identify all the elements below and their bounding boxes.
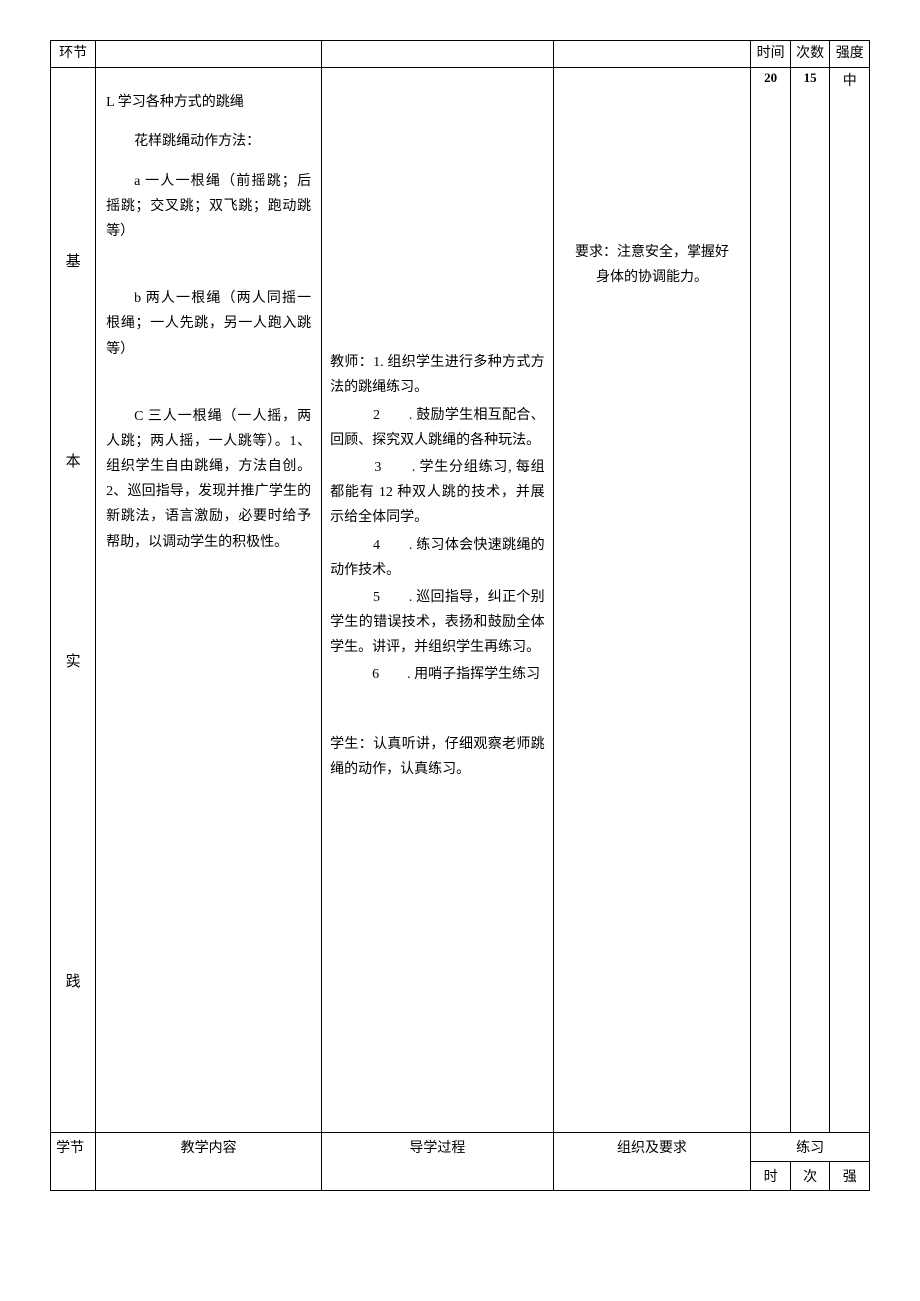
section-label-cell: 基 本 实 践 — [51, 68, 96, 1133]
process-student: 学生：认真听讲，仔细观察老师跳绳的动作，认真练习。 — [330, 732, 545, 782]
content-para-b: b 两人一根绳（两人同摇一根绳；一人先跳，另一人跑入跳等） — [106, 286, 311, 362]
header-org-empty — [553, 41, 751, 68]
footer-intensity: 强 — [830, 1162, 870, 1191]
section-char-2: 本 — [66, 450, 81, 471]
footer-org: 组织及要求 — [553, 1133, 751, 1191]
process-cell: 教师：1. 组织学生进行多种方式方法的跳绳练习。 2 . 鼓励学生相互配合、回顾… — [322, 68, 554, 1133]
section-char-3: 实 — [66, 650, 81, 671]
section-char-1: 基 — [66, 250, 81, 271]
header-content-empty — [96, 41, 322, 68]
content-cell: L 学习各种方式的跳绳 花样跳绳动作方法： a 一人一根绳（前摇跳；后摇跳；交叉… — [96, 68, 322, 1133]
value-intensity: 中 — [843, 74, 857, 89]
org-line-2: 身体的协调能力。 — [564, 265, 741, 290]
footer-content: 教学内容 — [96, 1133, 322, 1191]
header-section: 环节 — [51, 41, 96, 68]
org-line-1: 要求：注意安全，掌握好 — [564, 240, 741, 265]
process-item-4: 4 . 练习体会快速跳绳的动作技术。 — [330, 533, 545, 583]
process-item-5: 5 . 巡回指导，纠正个别学生的错误技术，表扬和鼓励全体学生。讲评，并组织学生再… — [330, 585, 545, 661]
header-intensity: 强度 — [830, 41, 870, 68]
header-process-empty — [322, 41, 554, 68]
footer-process: 导学过程 — [322, 1133, 554, 1191]
process-item-6: 6 . 用哨子指挥学生练习 — [330, 662, 545, 687]
content-para-a: a 一人一根绳（前摇跳；后摇跳；交叉跳；双飞跳；跑动跳等） — [106, 169, 311, 245]
value-time-cell: 20 — [751, 68, 791, 1133]
process-item-2: 2 . 鼓励学生相互配合、回顾、探究双人跳绳的各种玩法。 — [330, 403, 545, 453]
content-title: L 学习各种方式的跳绳 — [106, 90, 311, 115]
footer-time: 时 — [751, 1162, 791, 1191]
process-item-3: 3 . 学生分组练习, 每组都能有 12 种双人跳的技术，并展示给全体同学。 — [330, 455, 545, 531]
value-time: 20 — [764, 70, 777, 85]
value-count: 15 — [804, 70, 817, 85]
content-subtitle: 花样跳绳动作方法： — [106, 129, 311, 154]
main-row: 基 本 实 践 L 学习各种方式的跳绳 花样跳绳动作方法： a 一人一根绳（前摇… — [51, 68, 870, 1133]
header-time: 时间 — [751, 41, 791, 68]
lesson-plan-table: 环节 时间 次数 强度 基 本 实 践 L 学习各种方式的跳绳 花样跳绳动作方法… — [50, 40, 870, 1191]
footer-row-1: 学节 教学内容 导学过程 组织及要求 练习 — [51, 1133, 870, 1162]
content-para-c: C 三人一根绳（一人摇，两人跳；两人摇，一人跳等）。1、组织学生自由跳绳，方法自… — [106, 404, 311, 555]
footer-count: 次 — [790, 1162, 830, 1191]
process-teacher-1: 教师：1. 组织学生进行多种方式方法的跳绳练习。 — [330, 350, 545, 400]
value-count-cell: 15 — [790, 68, 830, 1133]
header-count: 次数 — [790, 41, 830, 68]
value-intensity-cell: 中 — [830, 68, 870, 1133]
footer-section: 学节 — [51, 1133, 96, 1191]
org-cell: 要求：注意安全，掌握好 身体的协调能力。 — [553, 68, 751, 1133]
header-row: 环节 时间 次数 强度 — [51, 41, 870, 68]
footer-practice: 练习 — [751, 1133, 870, 1162]
section-char-4: 践 — [66, 970, 81, 991]
